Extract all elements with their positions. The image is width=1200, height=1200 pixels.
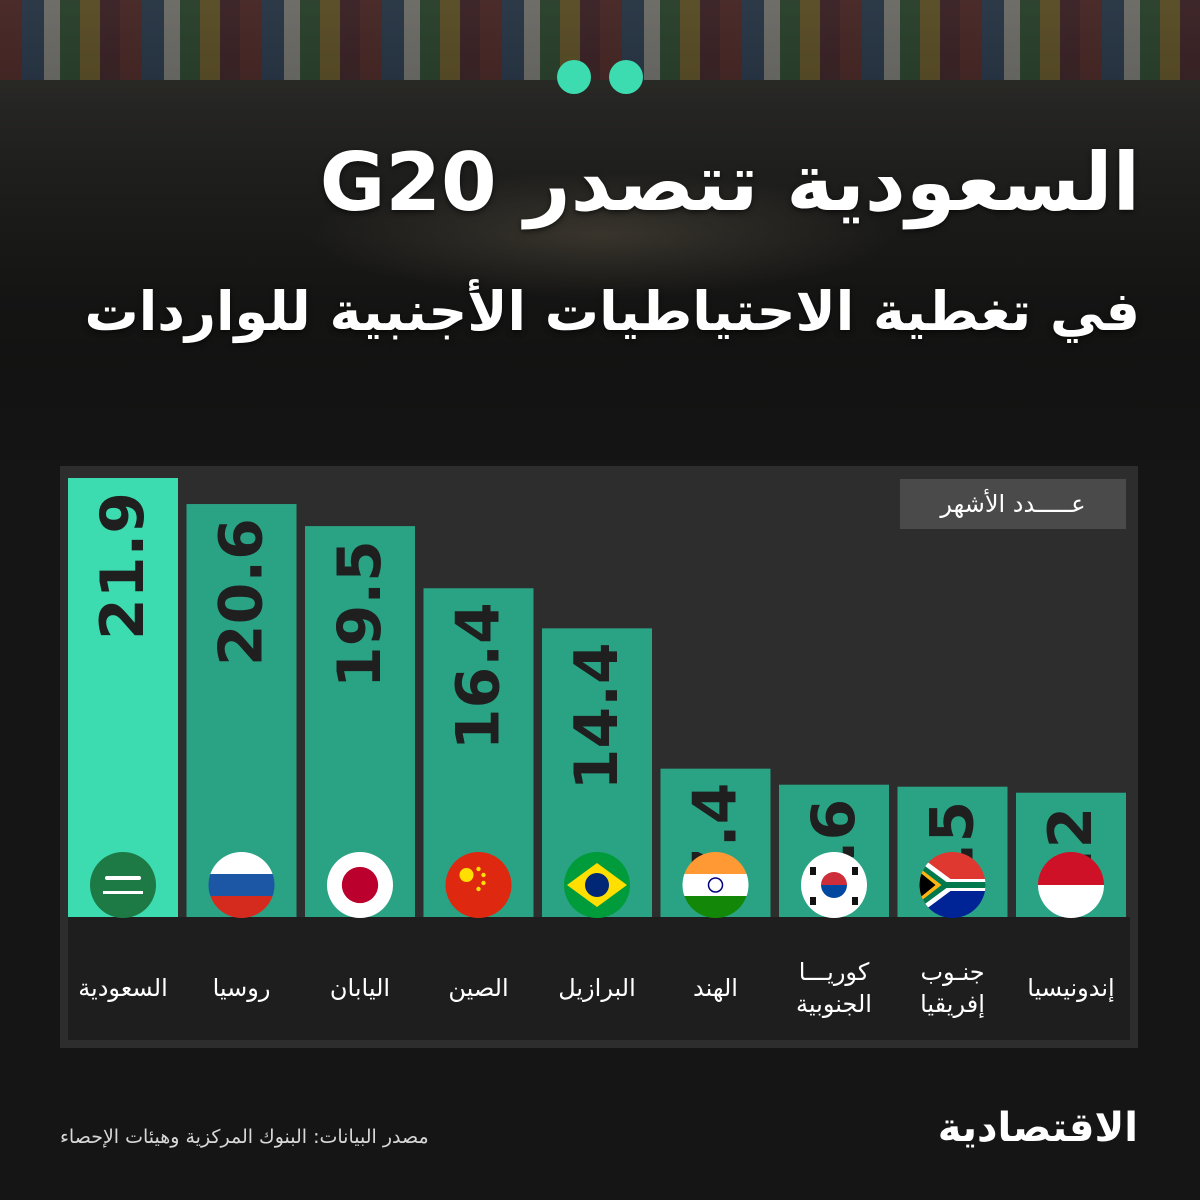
category-label: السعودية	[78, 974, 168, 1002]
bar-group: 6.2إندونيسيا	[1016, 792, 1126, 1003]
bar	[305, 526, 415, 917]
india-flag-icon	[682, 852, 749, 918]
category-label: البرازيل	[558, 974, 636, 1002]
publisher-logo: الاقتصادية	[937, 1105, 1138, 1151]
china-flag-icon	[445, 852, 512, 918]
category-label: الجنوبية	[796, 990, 872, 1018]
accent-dot	[609, 60, 643, 94]
russia-flag-icon	[208, 852, 275, 918]
hero-shade	[0, 0, 1200, 470]
bar-group: 19.5 اليابان	[305, 526, 415, 1002]
y-axis-unit-label: عـــــدد الأشهر	[900, 479, 1126, 529]
bar-group: 6.5جنـوبإفريقيا	[897, 786, 1008, 1019]
category-label: إندونيسيا	[1027, 974, 1114, 1003]
south-africa-flag-icon	[919, 852, 986, 918]
bar	[68, 478, 178, 917]
category-label: الهند	[693, 974, 738, 1002]
category-label: كوريـــا	[799, 958, 870, 986]
category-label-strip	[68, 917, 1130, 1040]
bar-value-label: 19.5	[325, 540, 395, 688]
bar-value-label: 14.4	[562, 642, 632, 790]
bar-value-label: 21.9	[88, 492, 158, 640]
category-label: جنـوب	[920, 958, 984, 986]
accent-dots-icon	[557, 60, 645, 96]
category-label: روسيا	[213, 974, 271, 1002]
bar-group: 16.4 الصين	[423, 588, 534, 1002]
bar-value-label: 16.4	[444, 602, 514, 750]
page-subtitle: في تغطية الاحتياطيات الأجنبية للواردات	[84, 280, 1140, 343]
bar-value-label: 20.6	[207, 518, 277, 666]
bar-group: 14.4 البرازيل	[542, 628, 652, 1002]
page-title: السعودية تتصدر G20	[319, 136, 1140, 229]
accent-dot	[557, 60, 591, 94]
indonesia-flag-icon	[1038, 852, 1104, 918]
bar-group: 21.9 السعودية	[68, 478, 178, 1002]
bar	[186, 504, 297, 917]
south-korea-flag-icon	[801, 852, 867, 918]
bar-group: 20.6 روسيا	[186, 504, 297, 1002]
category-label: الصين	[448, 974, 508, 1002]
data-source-note: مصدر البيانات: البنوك المركزية وهيئات ال…	[60, 1126, 429, 1148]
saudi-arabia-flag-icon	[90, 852, 156, 918]
category-label: إفريقيا	[920, 990, 985, 1019]
brazil-flag-icon	[564, 852, 630, 918]
category-label: اليابان	[330, 974, 390, 1002]
japan-flag-icon	[327, 852, 393, 918]
hero-background	[0, 0, 1200, 470]
